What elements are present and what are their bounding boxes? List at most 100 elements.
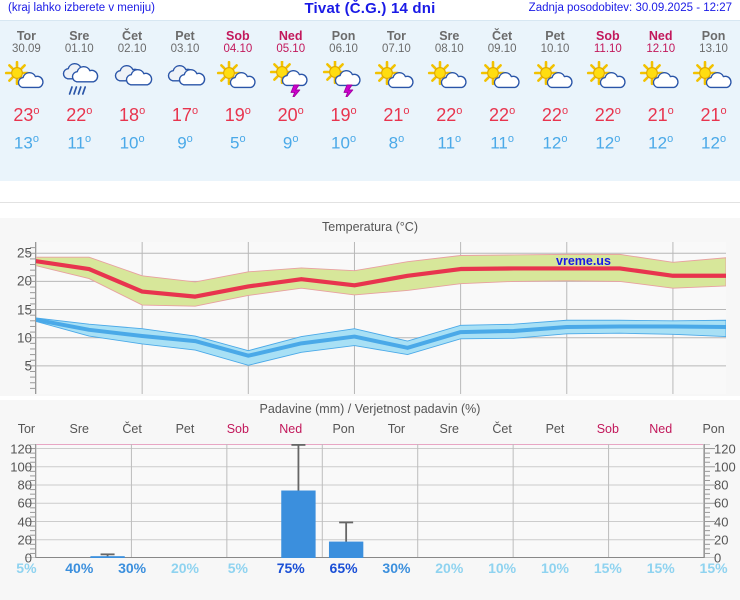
sun-cloud-icon [375, 61, 415, 89]
min-temperature: 5o [230, 133, 246, 153]
precip-day-label-11: Sob [596, 422, 619, 436]
day-column-13.10[interactable]: Pon 13.10 21o 12o [687, 21, 740, 181]
day-name: Pon [331, 29, 356, 43]
temperature-plot-area [33, 242, 729, 394]
precip-right-tick-120: 120 [714, 441, 736, 457]
weather-icon-wrap [317, 61, 370, 99]
sun-cloud-icon [428, 61, 467, 89]
precip-probability-10: 10% [540, 560, 569, 576]
section-divider [0, 202, 740, 203]
day-column-04.10[interactable]: Sob 04.10 19o 5o [211, 21, 264, 181]
day-name: Ned [648, 29, 673, 43]
precip-probability-9: 10% [488, 560, 517, 576]
precip-day-label-4: Sob [226, 422, 249, 436]
day-name: Sre [69, 29, 90, 43]
precip-probability-12: 15% [646, 560, 675, 576]
precip-right-tick-0: 0 [714, 550, 722, 566]
max-temperature: 21o [383, 105, 410, 125]
max-temperature: 22o [66, 105, 93, 125]
weather-icon-wrap [476, 61, 529, 99]
day-column-11.10[interactable]: Sob 11.10 22o 12o [581, 21, 634, 181]
cloudy-icon [167, 65, 206, 86]
sun-storm-icon [269, 61, 308, 97]
day-date: 01.10 [64, 43, 94, 55]
daily-forecast-panel: Tor 30.09 23o 13o Sre 01.10 22o 11o Čet 02.10 18o 1… [0, 20, 740, 181]
max-temperature: 17o [171, 105, 199, 125]
day-name: Pet [545, 29, 565, 43]
precip-day-label-7: Tor [387, 422, 406, 436]
min-temperature: 9o [177, 133, 193, 153]
precip-left-tick-40: 40 [17, 514, 32, 530]
day-column-10.10[interactable]: Pet 10.10 22o 12o [529, 21, 582, 181]
day-column-08.10[interactable]: Sre 08.10 22o 11o [423, 21, 476, 181]
precipitation-chart-title: Padavine (mm) / Verjetnost padavin (%) [259, 402, 481, 416]
day-column-07.10[interactable]: Tor 07.10 21o 8o [370, 21, 423, 181]
precip-probability-5: 75% [276, 560, 305, 576]
temperature-y-tick-15: 15 [16, 302, 32, 318]
day-name: Ned [278, 29, 303, 43]
min-temperature: 12o [542, 133, 568, 153]
precip-probability-1: 40% [65, 560, 94, 576]
day-name: Tor [16, 29, 37, 43]
day-name: Sob [226, 29, 250, 43]
precip-left-tick-60: 60 [17, 495, 32, 511]
max-temperature: 22o [541, 105, 569, 125]
min-temperature: 12o [595, 133, 621, 153]
precip-probability-0: 5% [16, 560, 37, 576]
precip-left-tick-0: 0 [24, 550, 32, 566]
precip-day-label-6: Pon [332, 422, 355, 436]
min-temperature: 11o [437, 133, 462, 153]
day-column-02.10[interactable]: Čet 02.10 18o 10o [106, 21, 159, 181]
min-temperature: 9o [282, 133, 299, 153]
precip-day-label-3: Pet [175, 422, 195, 436]
day-date: 10.10 [540, 43, 570, 55]
min-temperature: 13o [13, 133, 39, 153]
max-temperature: 23o [13, 105, 40, 125]
max-temperature: 19o [224, 105, 251, 125]
day-name: Pon [701, 29, 726, 43]
precip-probability-13: 15% [699, 560, 728, 576]
day-column-03.10[interactable]: Pet 03.10 17o 9o [159, 21, 212, 181]
sun-cloud-icon [639, 61, 679, 89]
day-column-06.10[interactable]: Pon 06.10 19o 10o [317, 21, 370, 181]
rain-cloud-icon [63, 63, 99, 95]
day-date: 03.10 [170, 43, 200, 55]
precip-probability-7: 30% [382, 560, 411, 576]
day-column-30.09[interactable]: Tor 30.09 23o 13o [0, 21, 53, 181]
day-column-12.10[interactable]: Ned 12.10 21o 12o [634, 21, 687, 181]
day-date: 07.10 [382, 43, 411, 55]
sun-storm-icon [322, 61, 361, 97]
temperature-tick-marks [26, 242, 36, 394]
day-date: 12.10 [646, 43, 676, 55]
precip-probability-4: 5% [227, 560, 248, 576]
sun-cloud-icon [481, 61, 520, 89]
temperature-y-axis: 5 10 15 20 25 [0, 242, 36, 394]
weather-icon-wrap [211, 61, 264, 99]
day-column-05.10[interactable]: Ned 05.10 20o 9o [264, 21, 317, 181]
precip-axis-right [704, 444, 715, 558]
max-temperature: 19o [330, 105, 357, 125]
sun-cloud-icon [5, 61, 45, 89]
precip-probability-6: 65% [329, 560, 358, 576]
precip-probability-3: 20% [170, 560, 199, 576]
min-temperature: 10o [119, 133, 145, 153]
min-temperature: 10o [331, 133, 357, 153]
sun-cloud-icon [586, 61, 626, 89]
menu-hint-text: (kraj lahko izberete v meniju) [8, 2, 156, 14]
precip-probability-8: 20% [435, 560, 464, 576]
day-column-09.10[interactable]: Čet 09.10 22o 11o [476, 21, 529, 181]
max-temperature: 20o [277, 105, 304, 125]
precip-right-tick-100: 100 [714, 459, 736, 475]
min-temperature: 12o [648, 133, 674, 153]
precip-day-label-8: Sre [439, 422, 459, 436]
weather-icon-wrap [53, 61, 106, 99]
weather-icon-wrap [264, 61, 317, 99]
precip-day-label-2: Čet [122, 422, 142, 436]
cloudy-icon [114, 65, 153, 86]
precip-probability-2: 30% [118, 560, 147, 576]
day-column-01.10[interactable]: Sre 01.10 22o 11o [53, 21, 106, 181]
temperature-chart: Temperatura (°C) 5 10 15 20 25 vreme.us [0, 218, 740, 396]
weather-icon-wrap [159, 61, 212, 99]
weather-icon-wrap [634, 61, 687, 99]
watermark-label: vreme.us [556, 254, 611, 268]
